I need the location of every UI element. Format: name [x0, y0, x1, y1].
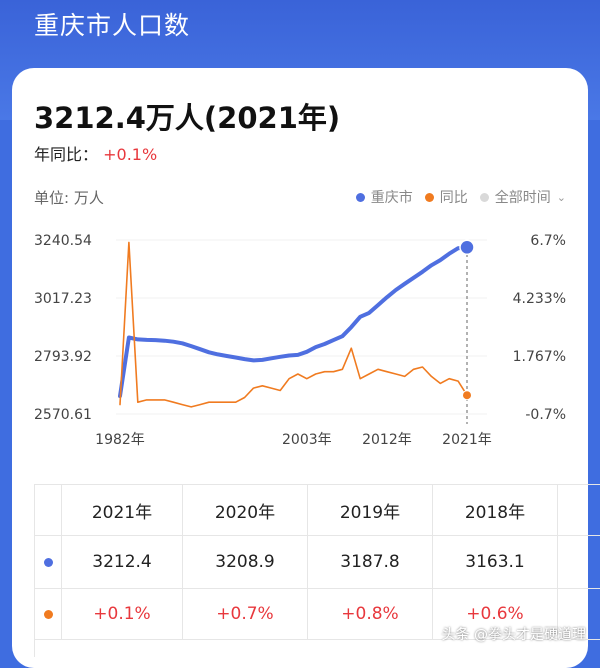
table-header-cell: 2019年: [308, 485, 433, 535]
yoy-value: +0.1%: [103, 145, 158, 164]
table-cell: 3163.1: [433, 536, 558, 588]
legend-label: 同比: [439, 190, 468, 206]
y-left-tick-label: 3240.54: [34, 233, 92, 249]
table-row: +0.1% +0.7% +0.8% +0.6%: [35, 589, 600, 640]
watermark: 头条 @拳头才是硬道理: [441, 627, 586, 643]
table-header-cell: 2021年: [62, 485, 183, 535]
series-dot-icon: [43, 557, 53, 567]
series-marker-cell: [35, 589, 62, 639]
table-row: 3212.4 3208.9 3187.8 3163.1: [35, 536, 600, 589]
series-point-yoy-last: [462, 390, 472, 401]
page-title: 重庆市人口数: [34, 11, 191, 40]
legend-label: 重庆市: [370, 190, 413, 206]
x-tick-label: 2003年: [282, 432, 332, 448]
unit-label: 单位: 万人: [34, 189, 104, 207]
legend: 重庆市 同比 全部时间 ⌄: [344, 187, 566, 207]
legend-dot-icon: [479, 192, 489, 202]
y-left-tick-label: 2793.92: [34, 349, 92, 365]
x-tick-label: 1982年: [95, 432, 145, 448]
summary-value: 3212.4万人(2021年): [34, 101, 341, 135]
legend-item-yoy[interactable]: 同比: [424, 187, 468, 207]
table-cell: +0.8%: [308, 589, 433, 639]
table-cell: +0.6%: [433, 589, 558, 639]
y-left-tick-label: 3017.23: [34, 291, 92, 307]
summary-yoy: 年同比： +0.1%: [34, 141, 157, 165]
legend-item-all-time[interactable]: 全部时间 ⌄: [479, 187, 566, 207]
yoy-label: 年同比：: [34, 145, 99, 164]
y-right-tick-label: 1.767%: [513, 349, 566, 365]
legend-dot-icon: [424, 192, 434, 202]
x-tick-label: 2021年: [442, 432, 492, 448]
table-header-cell: 2018年: [433, 485, 558, 535]
table-corner-cell: [35, 485, 62, 535]
series-line-chongqing: [118, 245, 469, 398]
content-card: [12, 68, 588, 668]
y-right-tick-label: -0.7%: [525, 407, 566, 423]
y-right-tick-label: 6.7%: [530, 233, 566, 249]
series-dot-icon: [43, 609, 53, 619]
data-table: 2021年 2020年 2019年 2018年 3212.4 3208.9 31…: [34, 484, 600, 657]
series-point-chongqing-last: [459, 239, 475, 256]
y-left-tick-label: 2570.61: [34, 407, 92, 423]
series-marker-cell: [35, 536, 62, 588]
table-cell: 3208.9: [183, 536, 308, 588]
y-right-tick-label: 4.233%: [513, 291, 566, 307]
table-header-row: 2021年 2020年 2019年 2018年: [35, 485, 600, 536]
chevron-down-icon: ⌄: [556, 190, 566, 204]
table-cell: +0.1%: [62, 589, 183, 639]
x-tick-label: 2012年: [362, 432, 412, 448]
legend-dot-icon: [355, 192, 365, 202]
table-header-cell: 2020年: [183, 485, 308, 535]
table-cell: 3212.4: [62, 536, 183, 588]
table-cell: +0.7%: [183, 589, 308, 639]
table-cell: 3187.8: [308, 536, 433, 588]
legend-item-chongqing[interactable]: 重庆市: [355, 187, 413, 207]
series-line-yoy: [119, 241, 468, 408]
legend-label: 全部时间: [494, 190, 551, 206]
population-line-chart[interactable]: 3240.54 6.7% 3017.23 4.233% 2793.92 1.767% 257…: [0, 220, 600, 470]
